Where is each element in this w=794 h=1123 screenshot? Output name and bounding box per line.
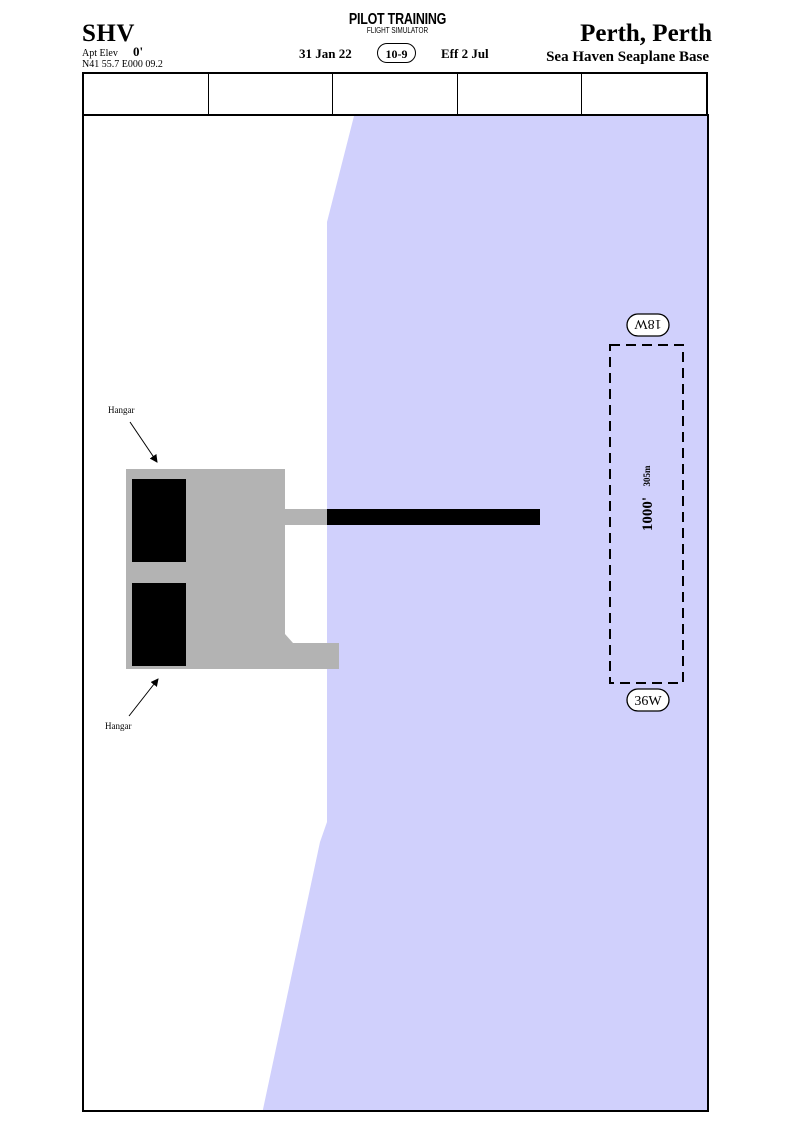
airport-diagram: Hangar Hangar 1000' 305m 18W 36W <box>82 114 709 1112</box>
waterway-length-m: 305m <box>642 465 652 487</box>
frequency-cell <box>333 74 458 114</box>
airport-ident: SHV <box>82 20 135 47</box>
waterway-end-north: 18W <box>626 313 670 337</box>
waterway-end-label: 36W <box>634 694 662 709</box>
frequency-cell <box>582 74 706 114</box>
publisher-logo: PILOT TRAINING FLIGHT SIMULATOR <box>330 11 465 35</box>
waterway-length-ft: 1000' <box>640 497 656 531</box>
seaplane-pier <box>327 509 540 525</box>
publisher-name: PILOT TRAINING <box>348 11 447 28</box>
elevation-value: 0' <box>133 44 144 59</box>
waterway-end-badge <box>626 313 670 337</box>
chart-number-badge: 10-9 <box>377 43 416 63</box>
airport-diagram-canvas: Hangar Hangar 1000' 305m 18W 36W <box>84 116 707 1110</box>
water-area <box>262 116 707 1110</box>
frequency-cell <box>458 74 583 114</box>
hangar-label: Hangar <box>105 721 132 731</box>
frequency-cell <box>84 74 209 114</box>
hangar-building <box>132 479 186 562</box>
waterway-outline <box>609 344 684 684</box>
waterway-end-label: 18W <box>634 316 662 331</box>
hangar-building <box>132 583 186 666</box>
hangar-label: Hangar <box>108 405 135 415</box>
publisher-subtitle: FLIGHT SIMULATOR <box>366 26 429 35</box>
elevation-label: Apt Elev <box>82 48 118 59</box>
issue-date: 31 Jan 22 <box>299 46 352 61</box>
hangar-pointer-arrow <box>128 678 159 717</box>
effective-date: Eff 2 Jul <box>441 46 489 61</box>
hangar-pointer-arrow <box>129 421 158 463</box>
frequency-row <box>82 72 708 116</box>
city-name: Perth, Perth <box>580 20 712 47</box>
airport-coordinates: N41 55.7 E000 09.2 <box>82 59 163 70</box>
waterway-end-badge <box>626 688 670 712</box>
waterway-length-group: 1000' 305m <box>640 465 656 531</box>
airport-name: Sea Haven Seaplane Base <box>546 49 709 65</box>
waterway-end-south: 36W <box>626 688 670 712</box>
frequency-cell <box>209 74 334 114</box>
